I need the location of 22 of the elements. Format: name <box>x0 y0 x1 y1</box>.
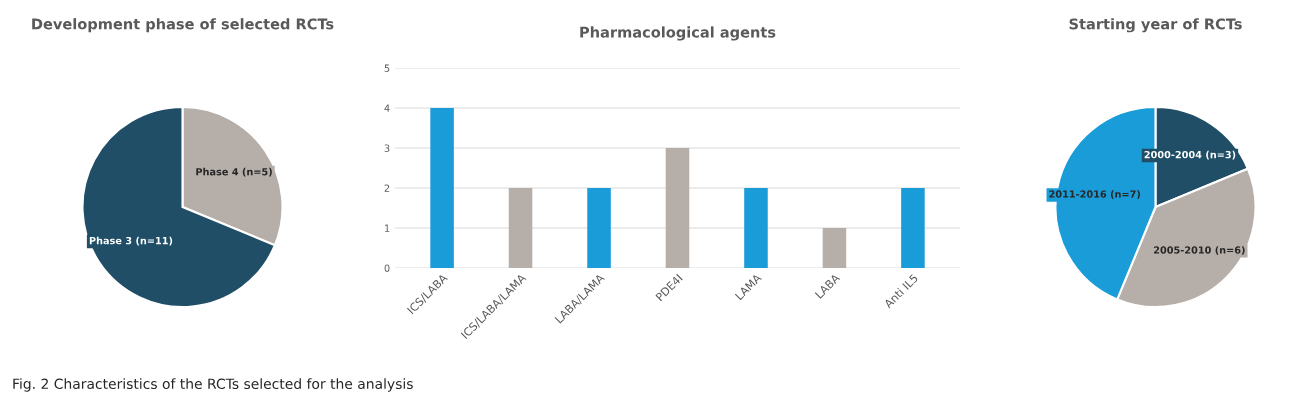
chart-title: Starting year of RCTs <box>1069 18 1242 33</box>
y-tick-label: 0 <box>384 264 390 272</box>
bar <box>901 188 925 268</box>
caption: Fig. 2 Characteristics of the RCTs selected for the analysis <box>13 378 413 392</box>
slice-label: Phase 4 (n=5) <box>196 167 272 177</box>
slice-label: 2011-2016 (n=7) <box>1049 190 1140 199</box>
slice-label: 2005-2010 (n=6) <box>1153 246 1245 255</box>
y-tick-label: 4 <box>384 104 390 112</box>
y-tick-label: 2 <box>384 184 390 192</box>
bar <box>430 108 454 268</box>
slice-label: Phase 3 (n=11) <box>89 236 173 246</box>
chart-title: Pharmacological agents <box>580 26 776 41</box>
y-tick-label: 1 <box>385 224 390 232</box>
y-tick-label: 5 <box>384 64 390 72</box>
bar <box>587 188 611 268</box>
bar <box>744 188 768 268</box>
chart-title: Development phase of selected RCTs <box>32 18 334 33</box>
bar <box>822 228 847 268</box>
bar <box>508 188 533 268</box>
bar <box>665 148 690 268</box>
y-tick-label: 3 <box>384 144 390 152</box>
slice-label: 2000-2004 (n=3) <box>1144 150 1236 160</box>
